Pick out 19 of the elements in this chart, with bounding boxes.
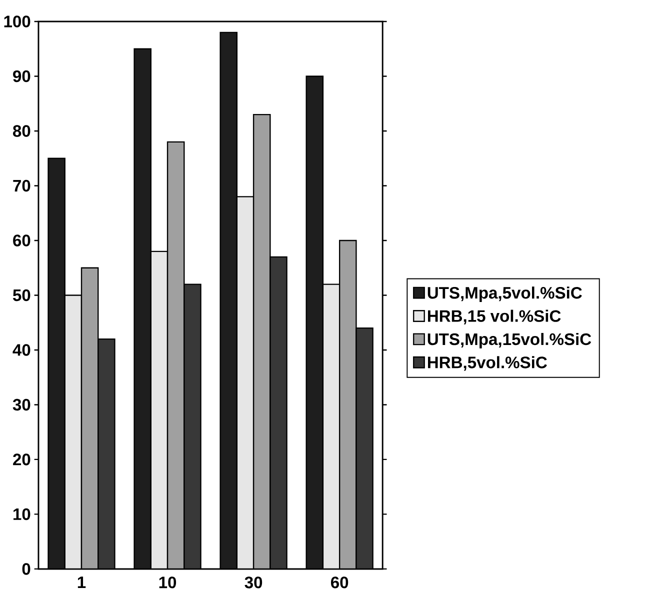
x-tick-label: 10 — [159, 576, 176, 589]
x-tick-label: 60 — [330, 576, 348, 589]
y-tick-label: 100 — [4, 16, 30, 28]
y-tick-label: 90 — [13, 70, 30, 82]
x-tick-label: 30 — [244, 576, 262, 589]
y-tick-label: 60 — [13, 234, 30, 247]
legend-label: UTS,Mpa,15vol.%SiC — [428, 333, 592, 349]
x-tick-label: 1 — [78, 576, 86, 588]
legend-label: HRB,5vol.%SiC — [428, 356, 547, 371]
legend-label: HRB,15 vol.%SiC — [428, 310, 561, 325]
y-tick-label: 50 — [12, 290, 30, 302]
y-tick-label: 80 — [12, 125, 30, 138]
y-tick-label: 40 — [12, 344, 30, 356]
y-tick-label: 10 — [14, 508, 30, 520]
y-tick-label: 30 — [12, 399, 30, 411]
y-tick-label: 70 — [13, 180, 30, 192]
y-tick-label: 0 — [22, 563, 30, 576]
y-tick-label: 20 — [13, 454, 30, 466]
legend-label: UTS,Mpa,5vol.%SiC — [428, 286, 582, 302]
